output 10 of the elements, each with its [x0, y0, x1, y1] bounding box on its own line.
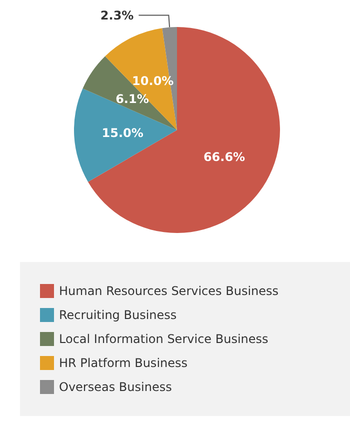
data-label: 2.3% [100, 8, 134, 22]
data-label: 6.1% [116, 92, 149, 106]
data-label: 15.0% [102, 126, 144, 140]
legend-label: Local Information Service Business [59, 332, 268, 346]
legend-label: Overseas Business [59, 380, 172, 394]
data-label: 66.6% [203, 150, 246, 164]
legend-label: HR Platform Business [59, 356, 188, 370]
legend-label: Recruiting Business [59, 308, 177, 322]
data-label: 10.0% [132, 74, 174, 88]
legend-label: Human Resources Services Business [59, 284, 279, 298]
